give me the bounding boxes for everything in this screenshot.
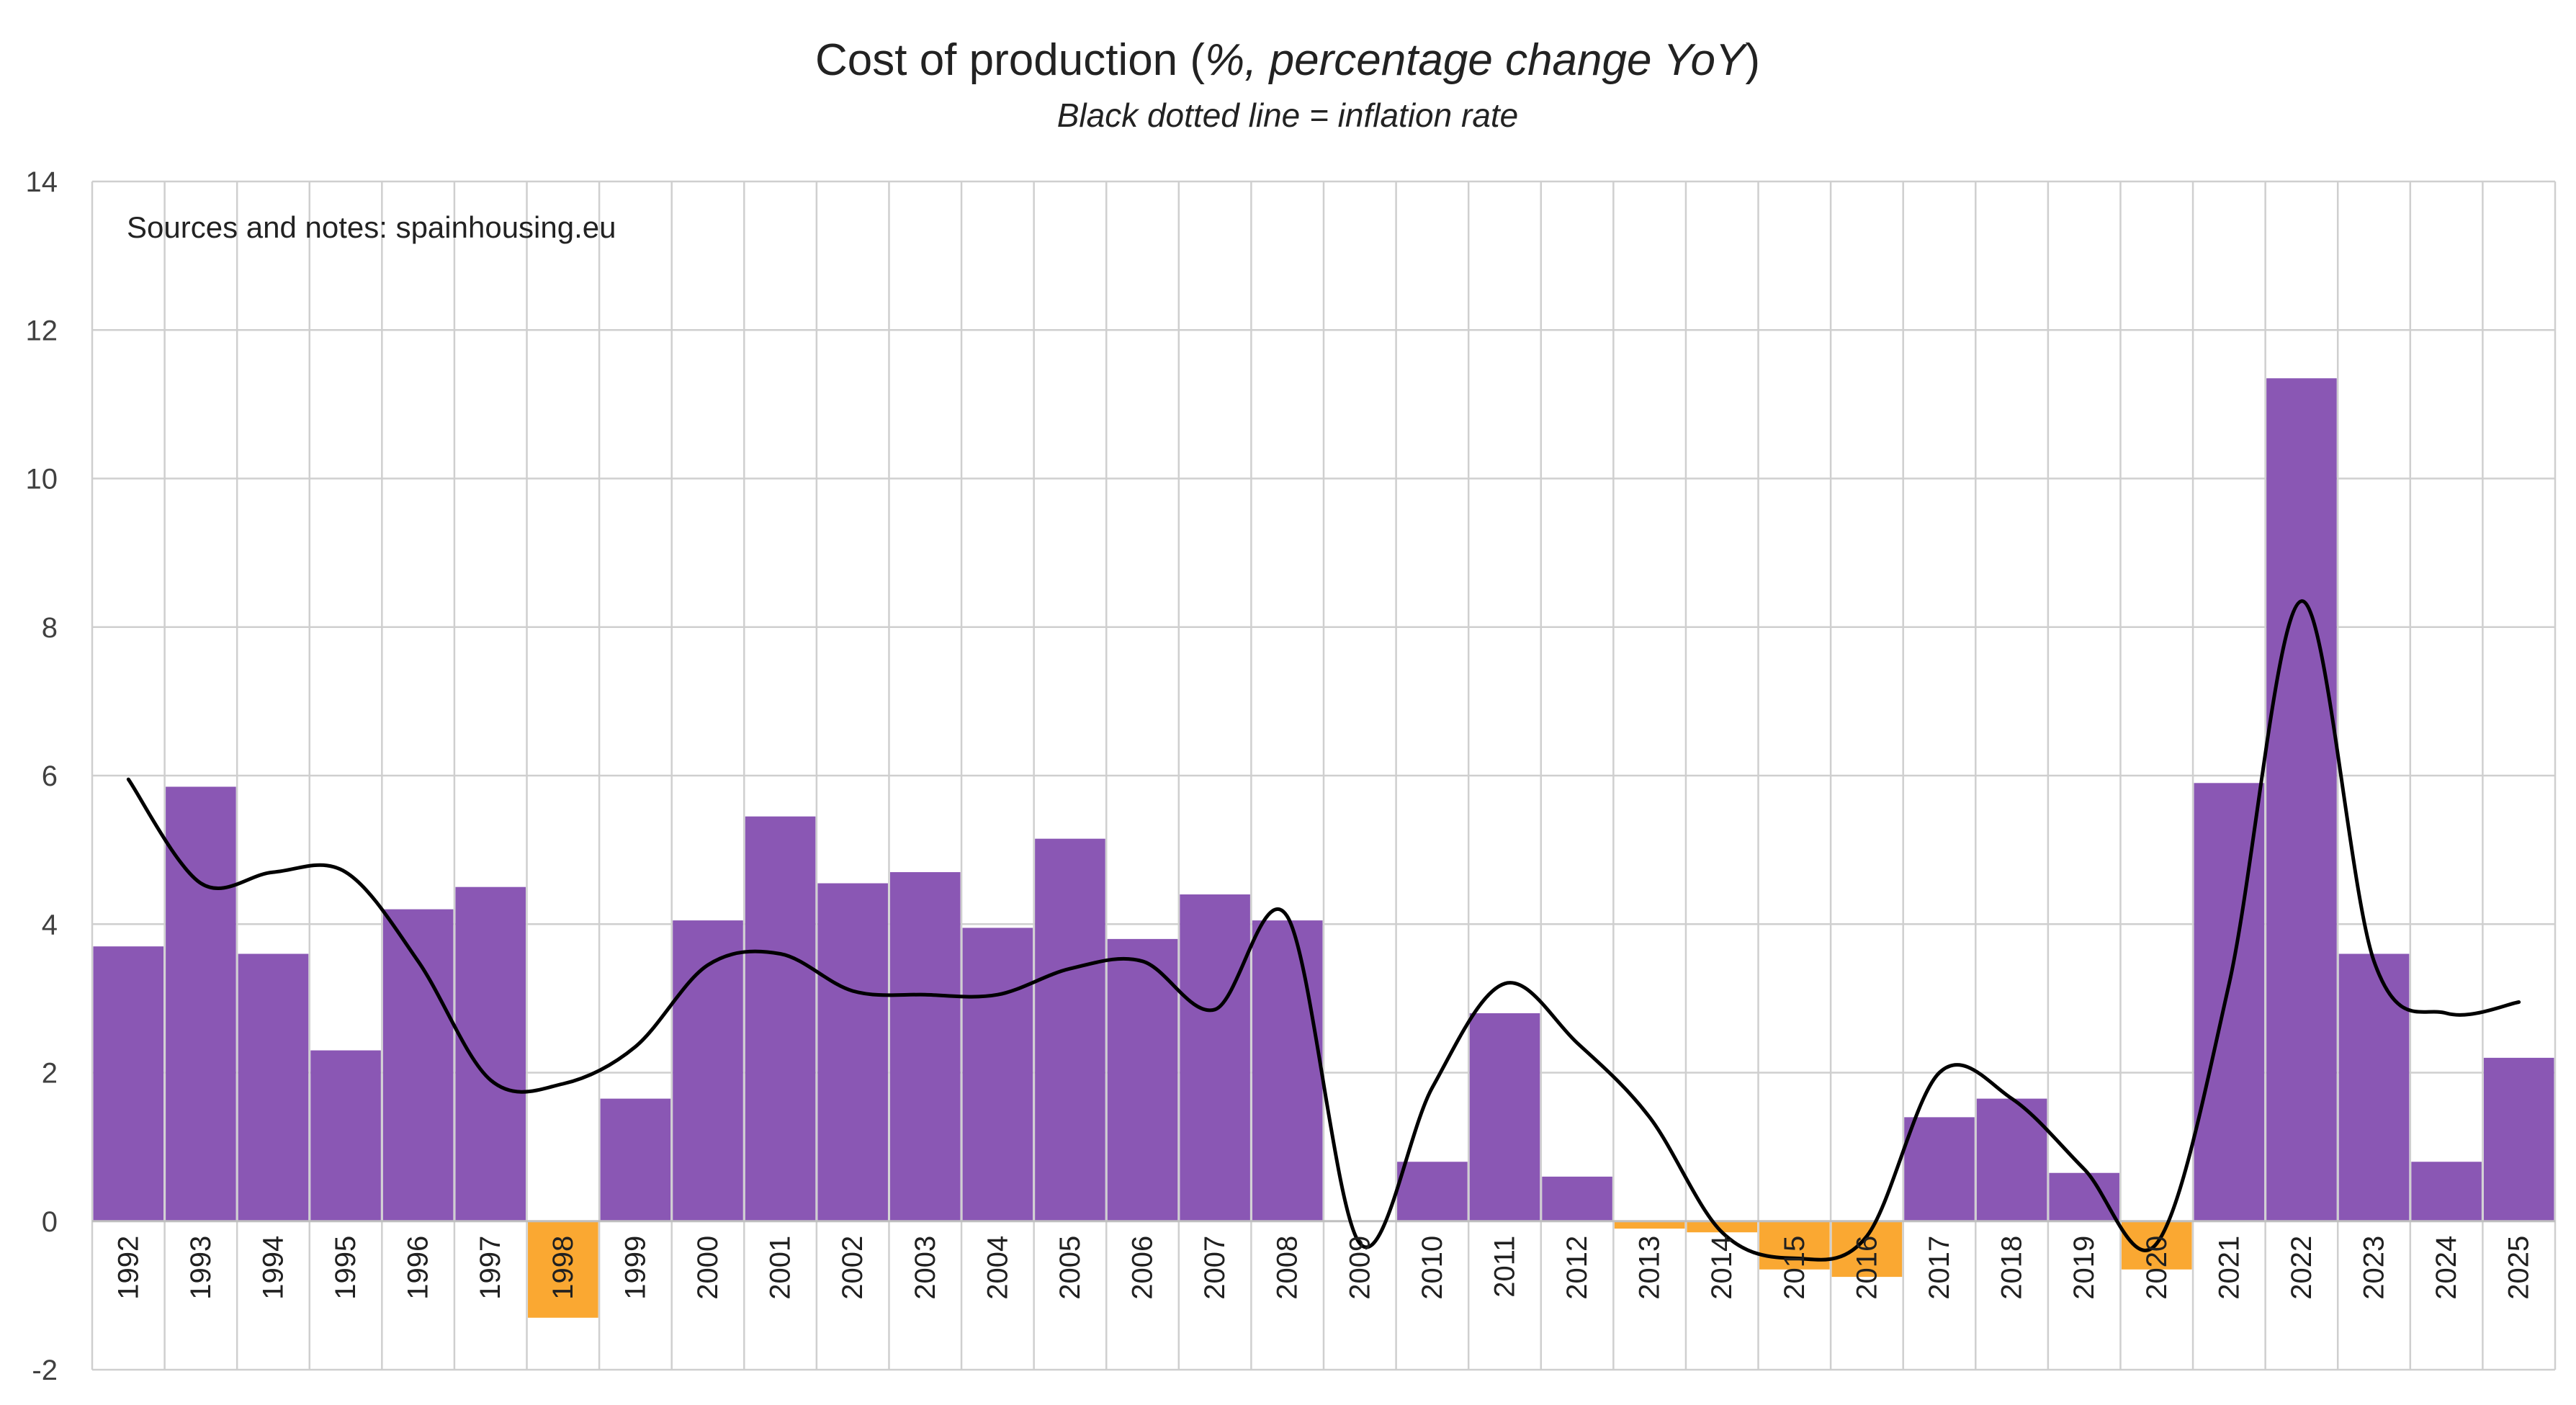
x-tick-label: 1999 — [619, 1236, 651, 1300]
bar-1994 — [238, 954, 309, 1221]
x-tick-label: 1996 — [403, 1236, 434, 1300]
bar-2005 — [1035, 839, 1105, 1221]
y-tick-label: 12 — [26, 315, 58, 346]
bar-1995 — [310, 1051, 381, 1221]
bar-2011 — [1470, 1013, 1540, 1221]
bar-1996 — [383, 910, 454, 1221]
x-tick-label: 2011 — [1489, 1236, 1520, 1298]
x-tick-label: 2014 — [1706, 1236, 1738, 1300]
bar-2023 — [2339, 954, 2410, 1221]
y-tick-label: 4 — [42, 909, 58, 941]
bar-2003 — [890, 872, 961, 1221]
chart-title: Cost of production (%, percentage change… — [815, 35, 1760, 85]
x-tick-label: 1994 — [257, 1236, 289, 1300]
x-tick-label: 2024 — [2431, 1236, 2462, 1300]
x-tick-label: 2020 — [2141, 1236, 2173, 1300]
x-tick-label: 1992 — [112, 1236, 144, 1300]
bar-2022 — [2266, 378, 2337, 1221]
bar-1992 — [94, 946, 164, 1221]
x-tick-label: 2023 — [2359, 1236, 2390, 1300]
x-tick-label: 2009 — [1344, 1236, 1375, 1300]
x-tick-label: 2021 — [2213, 1236, 2245, 1300]
y-tick-label: 6 — [42, 760, 58, 792]
bar-2004 — [963, 928, 1033, 1221]
y-axis-ticks: -2 0 2 4 6 8 10 12 14 — [26, 166, 58, 1386]
x-tick-label: 2017 — [1924, 1236, 1955, 1300]
bar-2017 — [1904, 1117, 1975, 1221]
bar-2012 — [1542, 1177, 1612, 1221]
bar-1997 — [455, 887, 526, 1221]
x-tick-label: 2013 — [1634, 1236, 1666, 1300]
x-tick-label: 2006 — [1127, 1236, 1159, 1300]
y-tick-label: 14 — [26, 166, 58, 198]
x-tick-label: 2019 — [2068, 1236, 2100, 1300]
x-tick-label: 2012 — [1561, 1236, 1593, 1300]
x-tick-label: 2015 — [1779, 1236, 1810, 1300]
x-tick-label: 1993 — [185, 1236, 217, 1300]
bar-2002 — [817, 884, 888, 1221]
y-tick-label: 10 — [26, 464, 58, 495]
bar-2007 — [1180, 894, 1250, 1221]
y-tick-label: 0 — [42, 1206, 58, 1238]
chart-subtitle: Black dotted line = inflation rate — [1057, 96, 1519, 134]
x-tick-label: 2016 — [1851, 1236, 1882, 1300]
bar-1999 — [601, 1099, 671, 1221]
x-tick-label: 2004 — [982, 1236, 1013, 1300]
x-tick-label: 2002 — [837, 1236, 869, 1300]
x-tick-label: 2008 — [1272, 1236, 1303, 1300]
x-tick-label: 1997 — [475, 1236, 506, 1300]
bar-2025 — [2484, 1058, 2554, 1221]
y-tick-label: 2 — [42, 1058, 58, 1090]
x-tick-label: 2018 — [1996, 1236, 2028, 1300]
x-tick-label: 1995 — [330, 1236, 362, 1300]
bar-2021 — [2194, 783, 2265, 1221]
bar-2019 — [2049, 1173, 2119, 1221]
bar-2001 — [745, 817, 816, 1221]
x-tick-label: 2025 — [2503, 1236, 2535, 1300]
y-tick-label: -2 — [32, 1355, 58, 1386]
bar-2008 — [1252, 920, 1323, 1221]
bar-2010 — [1397, 1162, 1468, 1221]
x-tick-label: 2005 — [1054, 1236, 1086, 1300]
bar-2013 — [1615, 1221, 1685, 1229]
x-tick-label: 2000 — [692, 1236, 724, 1300]
x-tick-label: 2007 — [1199, 1236, 1231, 1300]
x-tick-label: 2010 — [1417, 1236, 1448, 1300]
bar-1993 — [166, 786, 236, 1221]
bar-2024 — [2411, 1162, 2482, 1221]
x-tick-label: 2022 — [2286, 1236, 2317, 1300]
sources-note: Sources and notes: spainhousing.eu — [127, 210, 616, 244]
x-tick-label: 1998 — [547, 1236, 579, 1300]
x-tick-label: 2001 — [765, 1236, 796, 1300]
y-tick-label: 8 — [42, 612, 58, 644]
x-tick-label: 2003 — [910, 1236, 941, 1300]
